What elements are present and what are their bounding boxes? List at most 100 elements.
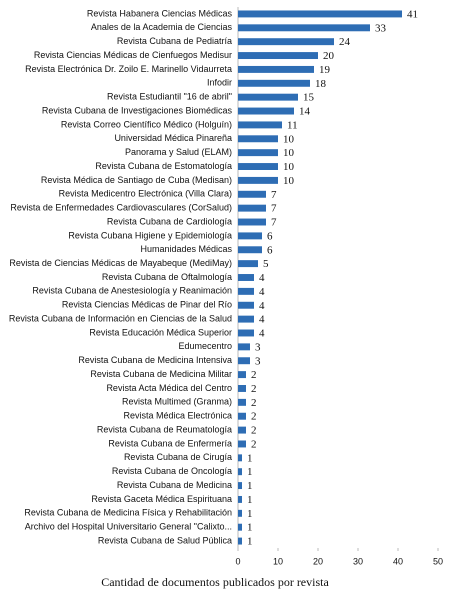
y-tick-label: Revista Acta Médica del Centro [106, 383, 232, 393]
value-label: 2 [251, 383, 257, 395]
bar [238, 482, 242, 490]
y-tick-label: Humanidades Médicas [140, 244, 232, 254]
bar [238, 121, 282, 129]
bar [238, 287, 254, 295]
value-label: 4 [259, 314, 265, 326]
bar [238, 509, 242, 517]
bar [238, 495, 242, 503]
bar [238, 371, 246, 379]
bar [238, 468, 242, 476]
bar [238, 537, 242, 545]
value-label: 14 [299, 106, 311, 118]
y-tick-label: Anales de la Academia de Ciencias [91, 22, 233, 32]
value-label: 2 [251, 438, 257, 450]
y-tick-label: Revista Cubana de Cirugía [124, 452, 232, 462]
value-label: 1 [247, 466, 253, 478]
bar [238, 149, 278, 157]
y-tick-label: Panorama y Salud (ELAM) [125, 147, 232, 157]
bar [238, 52, 318, 60]
y-tick-label: Revista Multimed (Granma) [122, 397, 232, 407]
value-label: 6 [267, 230, 273, 242]
value-label: 4 [259, 286, 265, 298]
bar [238, 246, 262, 254]
x-tick-label: 20 [313, 556, 323, 566]
value-label: 4 [259, 272, 265, 284]
value-label: 41 [407, 8, 418, 20]
y-tick-label: Universidad Médica Pinareña [114, 133, 232, 143]
x-tick-label: 50 [433, 556, 443, 566]
bar [238, 218, 266, 226]
value-label: 7 [271, 189, 277, 201]
value-label: 10 [283, 133, 295, 145]
y-tick-label: Revista Cubana de Medicina [117, 480, 232, 490]
bar [238, 301, 254, 309]
bar [238, 135, 278, 143]
value-label: 24 [339, 36, 351, 48]
y-tick-label: Revista Ciencias Médicas de Pinar del Rí… [62, 300, 232, 310]
bar [238, 107, 294, 115]
value-label: 1 [247, 494, 253, 506]
value-label: 6 [267, 244, 273, 256]
value-label: 11 [287, 119, 298, 131]
y-tick-label: Revista Correo Científico Médico (Holguí… [61, 119, 232, 129]
value-label: 1 [247, 452, 253, 464]
value-label: 10 [283, 147, 295, 159]
value-label: 7 [271, 203, 277, 215]
y-tick-label: Revista Medicentro Electrónica (Villa Cl… [59, 189, 232, 199]
value-label: 1 [247, 536, 253, 548]
y-tick-label: Revista Cubana Higiene y Epidemiología [68, 230, 232, 240]
value-label: 20 [323, 50, 335, 62]
value-label: 2 [251, 411, 257, 423]
x-tick-label: 0 [235, 556, 240, 566]
y-tick-label: Revista Cubana de Información en Ciencia… [9, 313, 232, 323]
value-label: 2 [251, 397, 257, 409]
bar [238, 343, 250, 351]
y-tick-label: Revista Cubana de Oncología [112, 466, 232, 476]
bar [238, 398, 246, 406]
value-label: 15 [303, 92, 315, 104]
value-label: 33 [375, 22, 387, 34]
y-tick-label: Revista Cubana de Medicina Intensiva [78, 355, 232, 365]
value-label: 4 [259, 328, 265, 340]
y-tick-label: Revista Cubana de Enfermería [108, 438, 232, 448]
y-tick-label: Revista de Enfermedades Cardiovasculares… [10, 203, 232, 213]
y-tick-label: Edumecentro [178, 341, 232, 351]
y-tick-label: Revista Médica de Santiago de Cuba (Medi… [41, 175, 232, 185]
bar [238, 440, 246, 448]
value-label: 1 [247, 522, 253, 534]
value-label: 2 [251, 425, 257, 437]
bar [238, 426, 246, 434]
bar [238, 357, 250, 365]
value-label: 19 [319, 64, 331, 76]
x-tick-label: 30 [353, 556, 363, 566]
y-tick-label: Revista Cubana de Cardiología [107, 216, 232, 226]
x-tick-label: 10 [273, 556, 283, 566]
value-label: 5 [263, 258, 269, 270]
x-tick-label: 40 [393, 556, 403, 566]
y-tick-label: Revista Cubana de Estomatología [95, 161, 232, 171]
value-label: 18 [315, 78, 327, 90]
y-tick-label: Revista Ciencias Médicas de Cienfuegos M… [34, 50, 232, 60]
y-tick-label: Revista Cubana de Salud Pública [98, 535, 232, 545]
bar [238, 329, 254, 337]
value-label: 7 [271, 217, 277, 229]
value-label: 3 [255, 341, 261, 353]
y-tick-label: Infodir [207, 78, 232, 88]
y-tick-label: Revista Electrónica Dr. Zoilo E. Marinel… [25, 64, 232, 74]
bar [238, 190, 266, 198]
bar [238, 163, 278, 170]
bar [238, 93, 298, 101]
y-tick-label: Revista Cubana de Medicina Física y Reha… [24, 508, 232, 518]
y-tick-label: Revista de Ciencias Médicas de Mayabeque… [9, 258, 232, 268]
y-tick-label: Revista Cubana de Medicina Militar [90, 369, 232, 379]
bar [238, 176, 278, 184]
bar [238, 412, 246, 420]
value-label: 3 [255, 355, 261, 367]
bar [238, 79, 310, 87]
bar [238, 38, 334, 46]
y-tick-label: Revista Estudiantil "16 de abril" [107, 92, 232, 102]
value-label: 10 [283, 161, 295, 173]
bar [238, 274, 254, 281]
value-label: 4 [259, 300, 265, 312]
y-tick-label: Revista Cubana de Oftalmología [102, 272, 232, 282]
